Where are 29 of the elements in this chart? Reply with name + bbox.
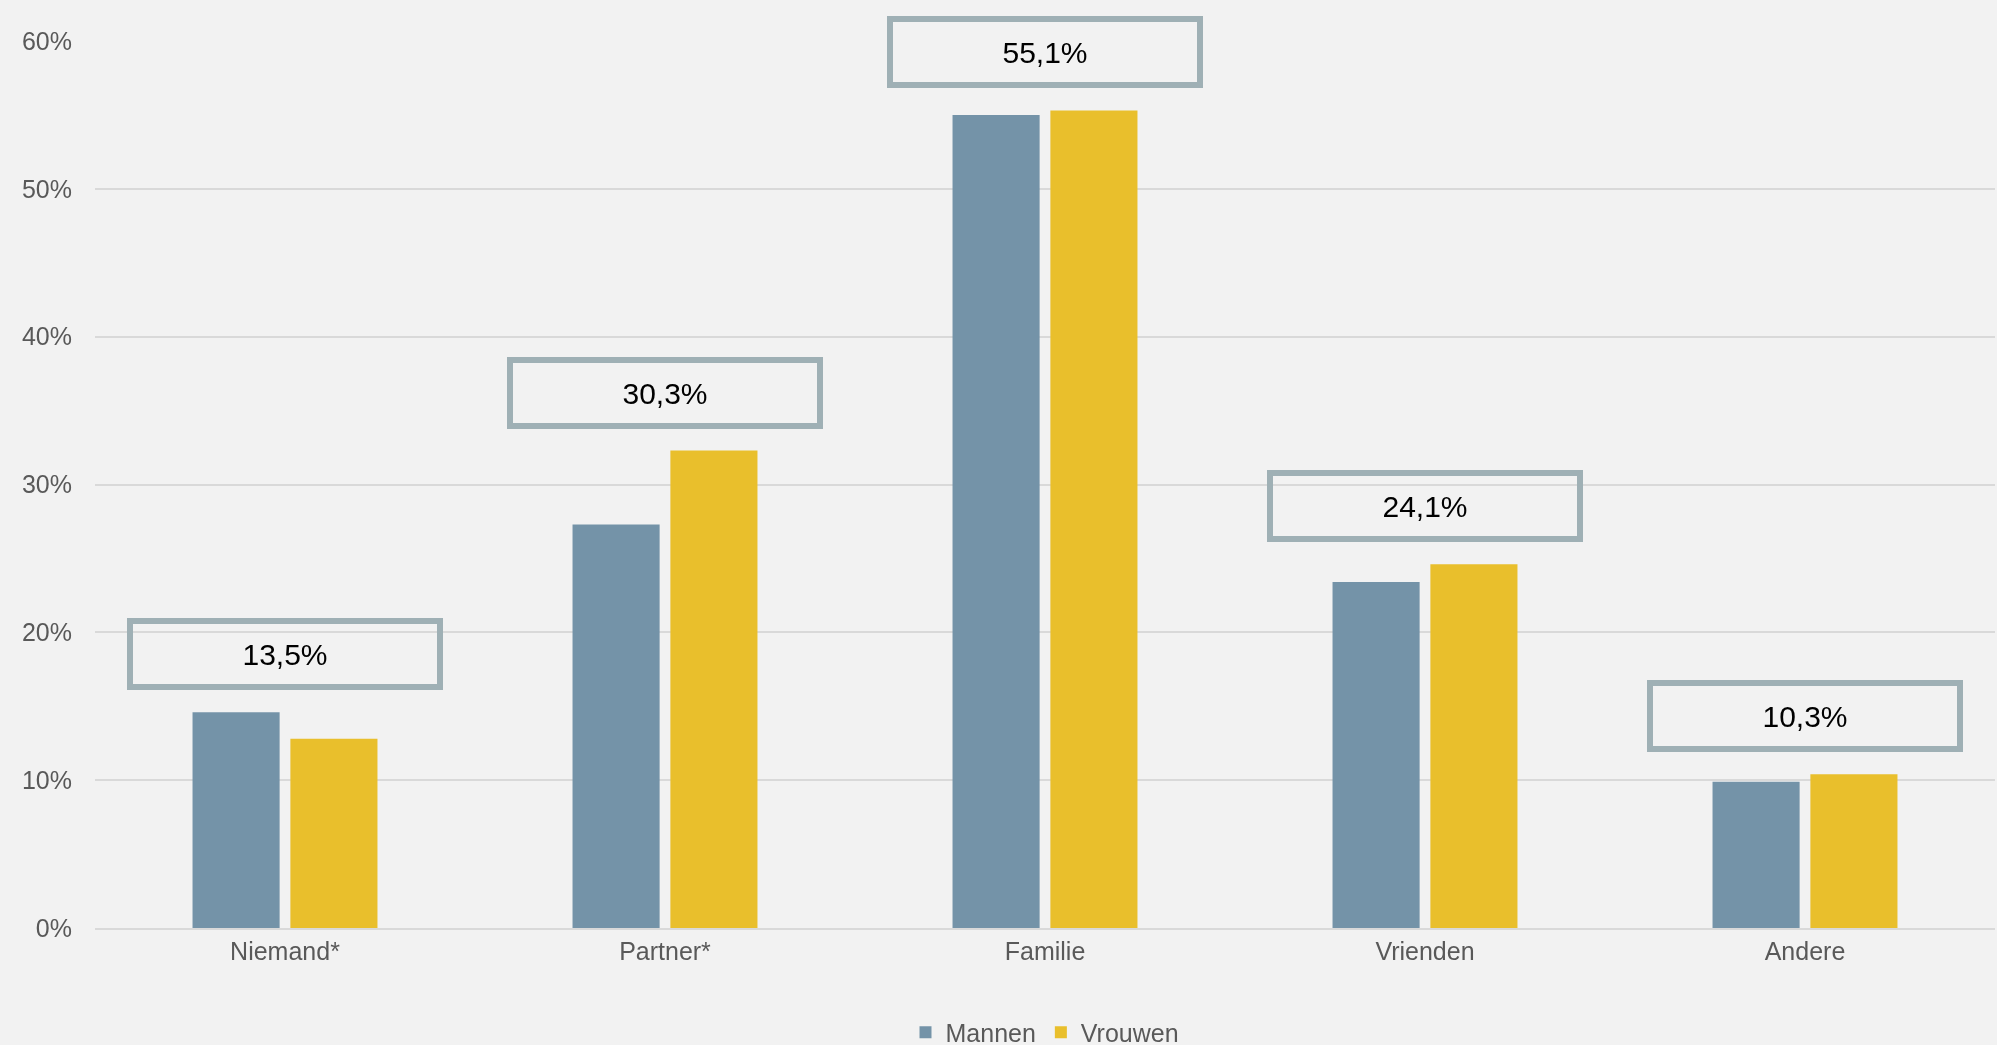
bar <box>1430 564 1518 928</box>
annotation: 24,1% <box>1382 489 1468 523</box>
bar <box>572 524 660 928</box>
y-tick-label: 50% <box>21 174 72 203</box>
bar <box>952 114 1040 928</box>
bar <box>670 450 758 928</box>
x-tick-label: Andere <box>1764 937 1846 965</box>
bar <box>1712 781 1800 928</box>
bar <box>192 712 280 928</box>
annotation: 55,1% <box>1002 35 1088 69</box>
legend-label: Vrouwen <box>1080 1019 1179 1045</box>
x-tick-label: Familie <box>1004 937 1086 965</box>
y-tick-label: 40% <box>21 322 72 351</box>
x-tick-label: Niemand* <box>230 937 341 965</box>
legend-label: Mannen <box>945 1019 1036 1045</box>
y-tick-label: 60% <box>21 26 72 55</box>
y-tick-label: 10% <box>21 765 72 794</box>
annotation: 13,5% <box>242 637 328 671</box>
annotation: 10,3% <box>1762 699 1848 733</box>
annotation: 30,3% <box>622 376 708 410</box>
y-tick-label: 30% <box>21 470 72 499</box>
x-tick-label: Partner* <box>619 937 712 965</box>
y-tick-label: 0% <box>35 913 72 942</box>
y-tick-label: 20% <box>21 618 72 647</box>
bar <box>1810 774 1898 928</box>
x-tick-label: Vrienden <box>1375 937 1475 965</box>
bar <box>1050 110 1138 928</box>
bar <box>1332 582 1420 928</box>
bar <box>290 738 378 928</box>
